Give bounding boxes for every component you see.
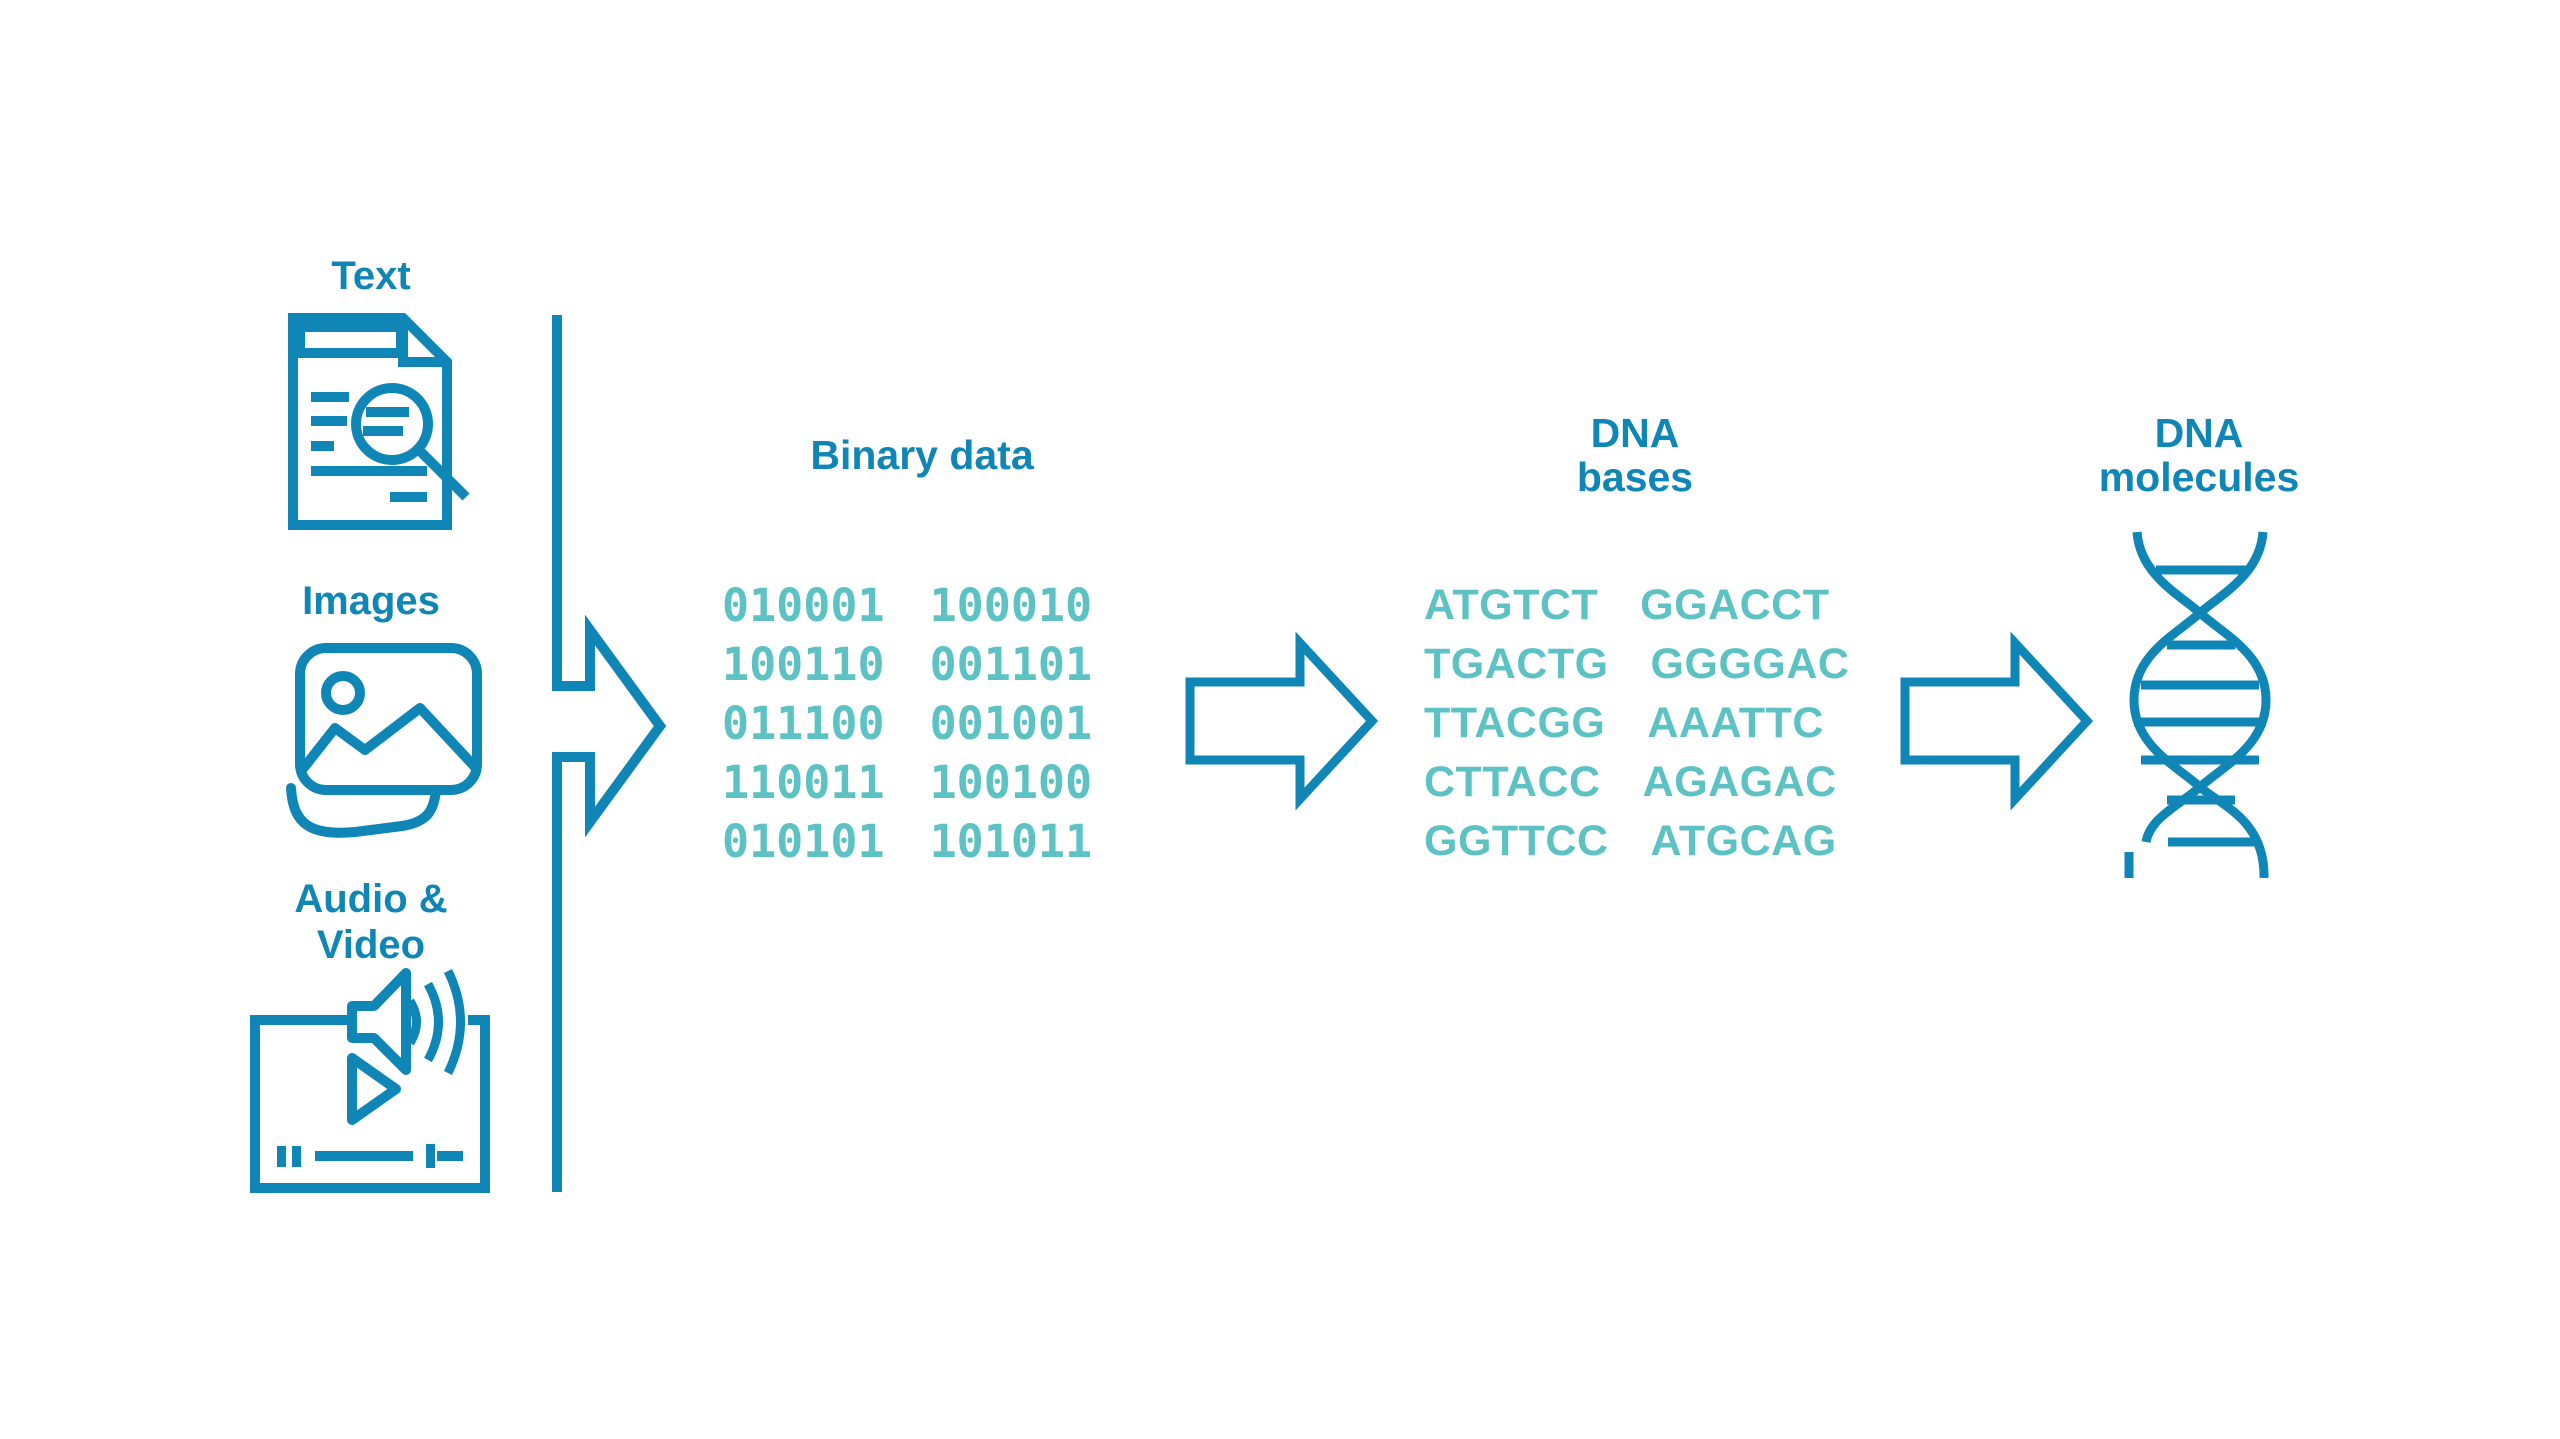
flow-arrow-icon [1900,631,2094,811]
dna-double-helix-icon [2124,531,2271,879]
dna-bases-row: CTTACC AGAGAC [1424,758,1837,806]
binary-data-heading: Binary data [810,432,1034,478]
images-source-label: Images [302,579,440,623]
dna-bases-row: ATGTCT GGACCT [1424,581,1830,629]
dna-bases-row: GGTTCC ATGCAG [1424,817,1837,865]
binary-row: 100110 001101 [722,638,1093,691]
flow-arrow-icon [1185,631,1379,811]
binary-row: 110011 100100 [722,756,1093,809]
document-search-icon [288,313,470,530]
binary-grid: 010001 100010 100110 001101 011100 001001 1… [722,576,1092,871]
dna-molecules-heading: DNA molecules [2098,410,2300,500]
binary-row: 010001 100010 [722,579,1093,632]
merge-arrow-icon [552,315,667,1192]
text-source-label: Text [331,254,411,298]
binary-row: 010101 101011 [722,815,1093,868]
dna-bases-grid: ATGTCT GGACCT TGACTG GGGGAC TTACGG AAATTC C… [1424,576,1849,871]
images-icon [286,643,482,838]
dna-bases-row: TTACGG AAATTC [1424,699,1824,747]
dna-bases-row: TGACTG GGGGAC [1424,640,1850,688]
binary-row: 011100 001001 [722,697,1093,750]
audio-video-icon [250,968,490,1193]
dna-bases-heading: DNA bases [1576,410,1694,500]
audio-video-source-label: Audio & Video [294,877,448,967]
